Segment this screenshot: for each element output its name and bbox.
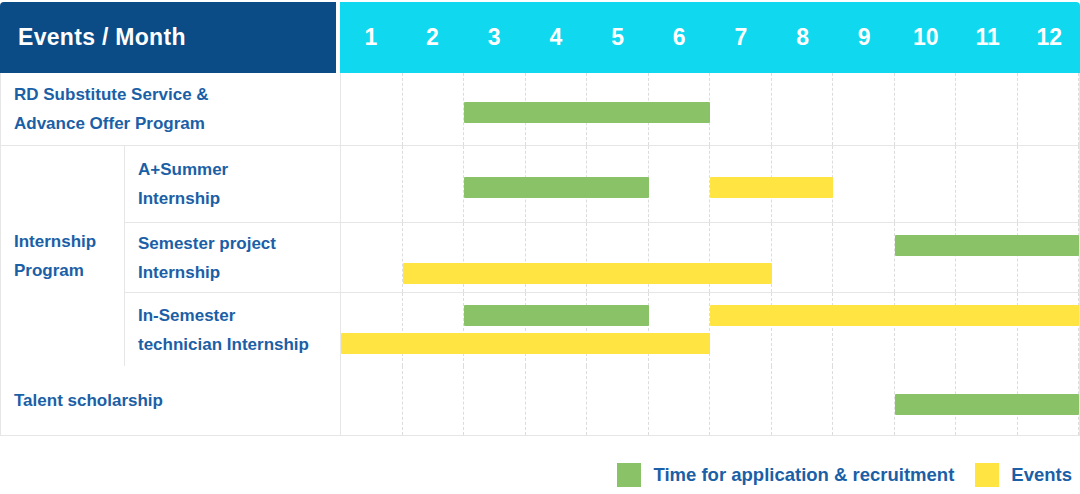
- month-header-cell: 8: [772, 2, 834, 73]
- month-header-cell: 4: [525, 2, 587, 73]
- grid-cell: [341, 223, 403, 292]
- grid-cell: [464, 366, 526, 435]
- grid-cell: [1018, 223, 1080, 292]
- grid-cell: [587, 293, 649, 366]
- grid-cell: [587, 366, 649, 435]
- internship-program-section: Internship Program A+Summer Internship S…: [1, 145, 1079, 366]
- grid-cell: [649, 293, 711, 366]
- grid-cell: [341, 293, 403, 366]
- grid-cell: [833, 73, 895, 145]
- row-chart-area: [341, 223, 1079, 292]
- grid-cell: [956, 293, 1018, 366]
- row-in-semester-technician: In-Semester technician Internship: [125, 292, 1079, 366]
- row-chart-area: [341, 146, 1079, 222]
- grid-cell: [772, 223, 834, 292]
- grid-cell: [649, 366, 711, 435]
- gantt-bar-green: [464, 177, 649, 198]
- grid-cell: [956, 146, 1018, 222]
- row-semester-project: Semester project Internship: [125, 222, 1079, 292]
- month-header-cell: 10: [895, 2, 957, 73]
- row-label-a-plus-summer: A+Summer Internship: [125, 146, 341, 222]
- row-chart-area: [341, 293, 1079, 366]
- grid-cell: [526, 366, 588, 435]
- month-header-cell: 1: [340, 2, 402, 73]
- grid-cell: [341, 73, 403, 145]
- grid-cell: [772, 73, 834, 145]
- grid-cell: [833, 293, 895, 366]
- gantt-bar-yellow: [403, 263, 772, 284]
- month-header-cell: 2: [402, 2, 464, 73]
- gantt-table: Events / Month 123456789101112 RD Substi…: [0, 2, 1080, 436]
- month-header-cell: 3: [463, 2, 525, 73]
- month-header-cell: 5: [587, 2, 649, 73]
- internship-program-subrows: A+Summer Internship Semester project Int…: [125, 146, 1079, 366]
- grid-cell: [341, 366, 403, 435]
- row-a-plus-summer: A+Summer Internship: [125, 146, 1079, 222]
- green-swatch-icon: [617, 463, 641, 487]
- row-label-talent-scholarship: Talent scholarship: [1, 366, 341, 435]
- legend-item-events: Events: [975, 463, 1072, 487]
- legend-label: Time for application & recruitment: [653, 464, 954, 486]
- legend: Time for application & recruitment Event…: [617, 463, 1072, 487]
- month-header-cell: 7: [710, 2, 772, 73]
- legend-label: Events: [1011, 464, 1072, 486]
- grid-cell: [1018, 293, 1080, 366]
- grid-cell: [895, 73, 957, 145]
- grid-cell: [895, 146, 957, 222]
- row-chart-area: [341, 73, 1079, 145]
- grid-cell: [1018, 146, 1080, 222]
- grid-cell: [956, 223, 1018, 292]
- row-label-in-semester-technician: In-Semester technician Internship: [125, 293, 341, 366]
- grid-cell: [1018, 73, 1080, 145]
- month-header-cell: 11: [957, 2, 1019, 73]
- gantt-bar-yellow: [710, 305, 1079, 326]
- grid-cell: [710, 293, 772, 366]
- grid-cell: [710, 73, 772, 145]
- grid-cell: [772, 293, 834, 366]
- grid-cell: [895, 223, 957, 292]
- table-header-row: Events / Month 123456789101112: [0, 2, 1080, 73]
- gantt-bar-yellow: [710, 177, 833, 198]
- grid-cell: [403, 146, 465, 222]
- row-chart-area: [341, 366, 1079, 435]
- gantt-bar-green: [464, 305, 649, 326]
- grid-cell: [833, 366, 895, 435]
- grid-cell: [833, 223, 895, 292]
- month-header-cell: 6: [648, 2, 710, 73]
- gantt-bar-green: [895, 394, 1080, 415]
- grid-cell: [772, 366, 834, 435]
- grid-cell: [526, 293, 588, 366]
- month-header-cell: 9: [833, 2, 895, 73]
- gantt-bar-yellow: [341, 333, 710, 354]
- table-body: RD Substitute Service & Advance Offer Pr…: [0, 73, 1080, 436]
- legend-item-application-recruitment: Time for application & recruitment: [617, 463, 954, 487]
- grid-cell: [895, 293, 957, 366]
- grid-cell: [341, 146, 403, 222]
- row-talent-scholarship: Talent scholarship: [1, 366, 1079, 435]
- grid-cell: [956, 73, 1018, 145]
- grid-cell: [464, 293, 526, 366]
- yellow-swatch-icon: [975, 463, 999, 487]
- grid-cell: [710, 366, 772, 435]
- grid-cell: [649, 146, 711, 222]
- grid-cell: [403, 293, 465, 366]
- row-rd-substitute: RD Substitute Service & Advance Offer Pr…: [1, 73, 1079, 145]
- grid-cell: [403, 73, 465, 145]
- row-label-rd-substitute: RD Substitute Service & Advance Offer Pr…: [1, 73, 341, 145]
- month-header-row: 123456789101112: [340, 2, 1080, 73]
- gantt-bar-green: [464, 102, 710, 123]
- group-label-internship-program: Internship Program: [1, 146, 125, 366]
- row-label-semester-project: Semester project Internship: [125, 223, 341, 292]
- events-month-header-cell: Events / Month: [0, 2, 340, 73]
- grid-cell: [403, 366, 465, 435]
- month-header-cell: 12: [1018, 2, 1080, 73]
- grid-cell: [833, 146, 895, 222]
- gantt-bar-green: [895, 235, 1080, 256]
